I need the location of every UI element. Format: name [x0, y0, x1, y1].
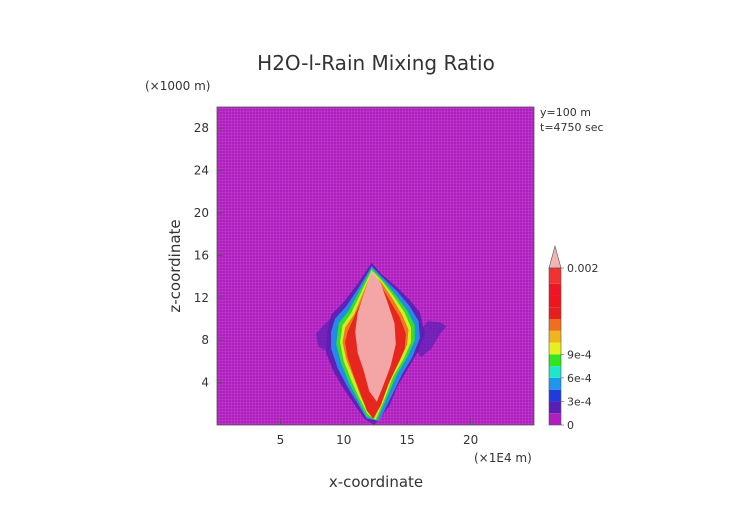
y-tick-label-4: 20	[194, 206, 209, 220]
colorbar-label-4: 0	[567, 419, 574, 432]
y-tick-label-3: 16	[194, 248, 209, 262]
colorbar-band-8	[549, 319, 561, 331]
colorbar: 0.002 9e-4 6e-4 3e-4 0	[548, 244, 599, 432]
y-tick-label-5: 24	[194, 164, 209, 178]
colorbar-band-1	[549, 401, 561, 414]
x-tick-label-1: 10	[336, 433, 351, 447]
colorbar-band-9	[549, 307, 561, 320]
y-axis-ticks: 4 8 12 16 20 24 28	[194, 121, 223, 390]
x-tick-label-2: 15	[400, 433, 415, 447]
colorbar-label-1: 9e-4	[567, 348, 592, 361]
annotation-t: t=4750 sec	[540, 121, 604, 134]
x-tick-label-3: 20	[463, 433, 478, 447]
colorbar-band-0	[549, 413, 561, 425]
colorbar-band-4	[549, 366, 561, 378]
y-tick-label-0: 4	[201, 376, 209, 390]
x-units-label: (×1E4 m)	[474, 451, 532, 465]
x-axis-label: x-coordinate	[329, 473, 423, 491]
rain-field	[315, 262, 447, 425]
colorbar-band-7	[549, 330, 561, 343]
y-units-label: (×1000 m)	[145, 79, 210, 93]
x-axis-ticks: 5 10 15 20	[277, 419, 478, 447]
colorbar-frame	[548, 267, 562, 426]
chart-title: H2O-l-Rain Mixing Ratio	[257, 51, 495, 75]
colorbar-extend-arrow	[548, 244, 562, 269]
colorbar-band-5	[549, 354, 561, 367]
colorbar-label-2: 6e-4	[567, 372, 592, 385]
field-contour-8	[355, 270, 396, 402]
colorbar-band-6	[549, 342, 561, 355]
y-axis-label: z-coordinate	[166, 219, 184, 312]
y-tick-label-1: 8	[201, 333, 209, 347]
colorbar-band-2	[549, 389, 561, 402]
colorbar-band-3	[549, 377, 561, 390]
colorbar-label-0: 0.002	[567, 262, 599, 275]
y-tick-label-6: 28	[194, 121, 209, 135]
plot-frame	[216, 106, 535, 426]
colorbar-label-3: 3e-4	[567, 395, 592, 408]
y-tick-label-2: 12	[194, 291, 209, 305]
x-tick-label-0: 5	[277, 433, 285, 447]
annotation-y: y=100 m	[540, 106, 591, 119]
colorbar-band-10	[549, 295, 561, 308]
colorbar-band-12	[549, 268, 561, 284]
colorbar-band-11	[549, 283, 561, 296]
